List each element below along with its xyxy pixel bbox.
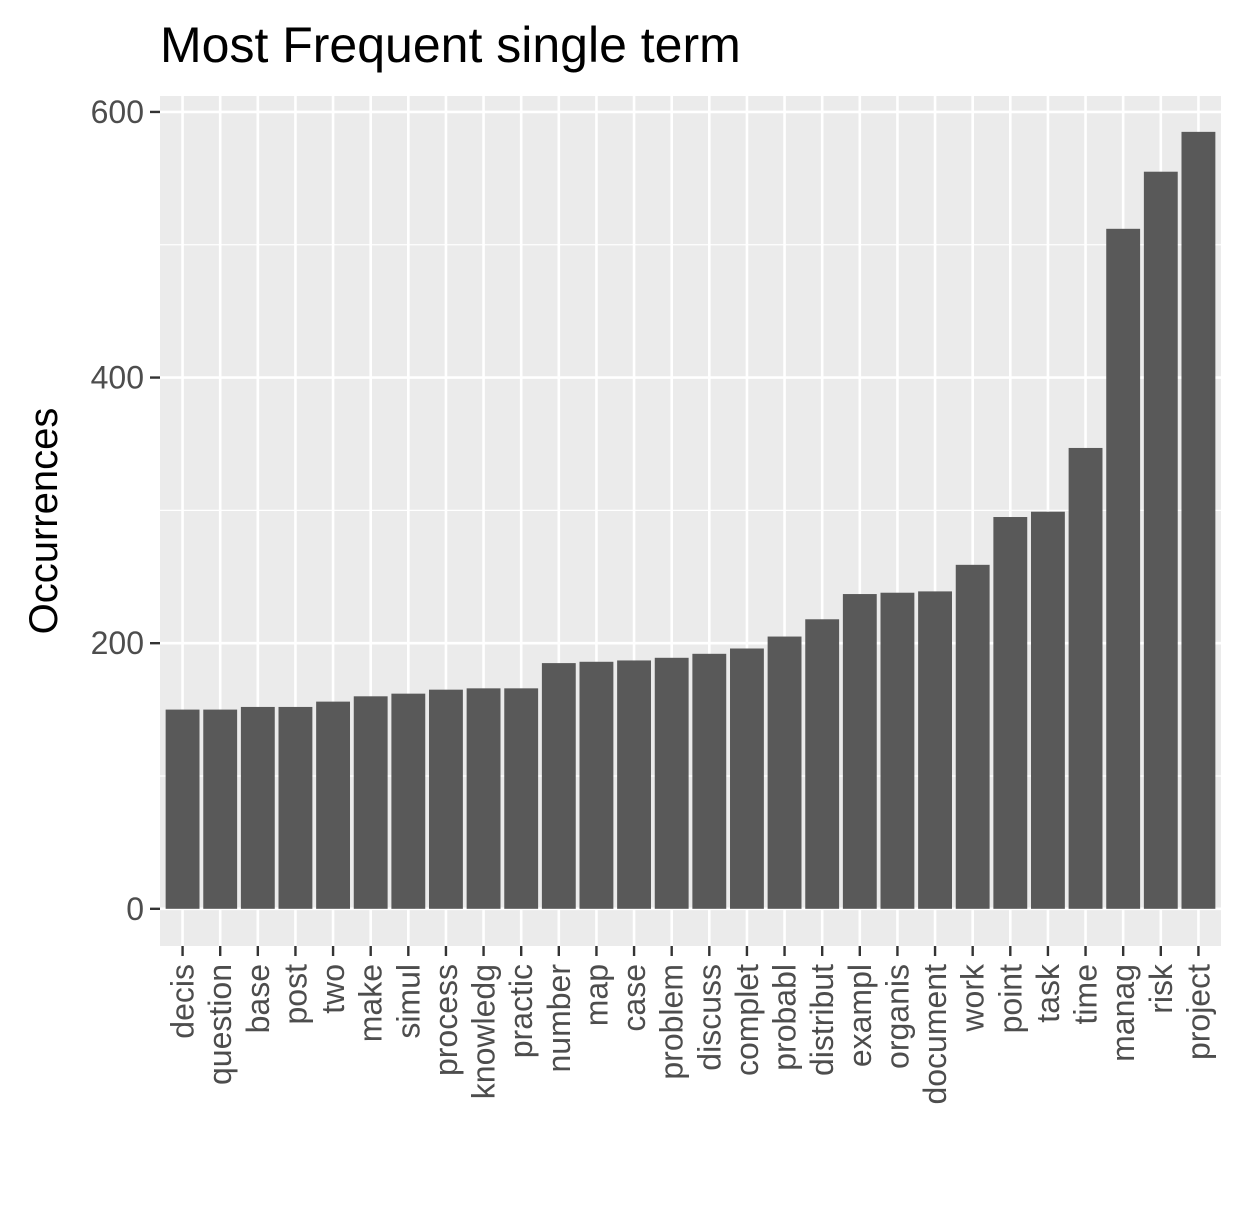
x-tick-label: complet: [729, 964, 765, 1076]
y-tick-label: 400: [91, 360, 144, 396]
x-tick-label: process: [428, 964, 464, 1076]
x-tick-label: base: [240, 964, 276, 1033]
x-tick-label: organis: [879, 964, 915, 1069]
x-tick-label: document: [917, 964, 953, 1105]
bar-time: [1068, 447, 1103, 909]
x-tick-label: point: [992, 964, 1028, 1034]
bar-organis: [880, 592, 915, 909]
x-tick-label: task: [1030, 963, 1066, 1023]
x-tick-label: manag: [1105, 964, 1141, 1062]
bar-point: [993, 517, 1028, 909]
bar-decis: [165, 709, 200, 909]
bar-post: [278, 706, 313, 909]
bar-risk: [1143, 171, 1178, 909]
x-axis: decis question base post two make simul process…: [165, 946, 1216, 1105]
y-tick-label: 600: [91, 94, 144, 130]
y-tick-label: 0: [126, 891, 144, 927]
y-axis-label: Occurrences: [22, 408, 66, 635]
x-tick-label: make: [353, 964, 389, 1042]
bar-manag: [1106, 228, 1141, 909]
bars: [165, 131, 1216, 909]
bar-practic: [504, 688, 539, 909]
bar-base: [240, 706, 275, 909]
x-tick-label: question: [202, 964, 238, 1085]
bar-make: [353, 696, 388, 909]
x-tick-label: project: [1180, 964, 1216, 1060]
bar-work: [955, 564, 990, 909]
bar-two: [316, 701, 351, 909]
x-tick-label: two: [315, 964, 351, 1014]
x-tick-label: work: [955, 963, 991, 1033]
bar-complet: [730, 648, 764, 909]
x-tick-label: simul: [390, 964, 426, 1039]
bar-knowledg: [466, 688, 501, 909]
bar-problem: [654, 657, 689, 909]
x-tick-label: map: [578, 964, 614, 1026]
x-tick-label: risk: [1143, 963, 1179, 1014]
x-tick-label: case: [616, 964, 652, 1032]
bar-probabl: [767, 636, 802, 909]
bar-project: [1181, 131, 1216, 909]
bar-process: [429, 689, 463, 909]
y-axis: 0 200 400 600: [91, 94, 160, 927]
bar-task: [1030, 511, 1065, 909]
bar-document: [918, 591, 952, 909]
x-tick-label: practic: [503, 964, 539, 1058]
x-tick-label: number: [541, 964, 577, 1073]
x-tick-label: time: [1068, 964, 1104, 1024]
y-tick-label: 200: [91, 625, 144, 661]
x-tick-label: problem: [654, 964, 690, 1080]
x-tick-label: post: [277, 964, 313, 1025]
bar-number: [541, 663, 576, 909]
chart-title: Most Frequent single term: [160, 17, 741, 73]
x-tick-label: exampl: [842, 964, 878, 1067]
bar-simul: [391, 693, 426, 909]
bar-case: [617, 660, 651, 909]
bar-map: [579, 661, 614, 909]
bar-distribut: [805, 619, 840, 909]
bar-discuss: [692, 653, 727, 909]
x-tick-label: probabl: [767, 964, 803, 1071]
bar-question: [203, 709, 238, 909]
bar-exampl: [842, 594, 877, 909]
x-tick-label: discuss: [691, 964, 727, 1071]
x-tick-label: decis: [165, 964, 201, 1039]
x-tick-label: knowledg: [466, 964, 502, 1099]
x-tick-label: distribut: [804, 964, 840, 1076]
